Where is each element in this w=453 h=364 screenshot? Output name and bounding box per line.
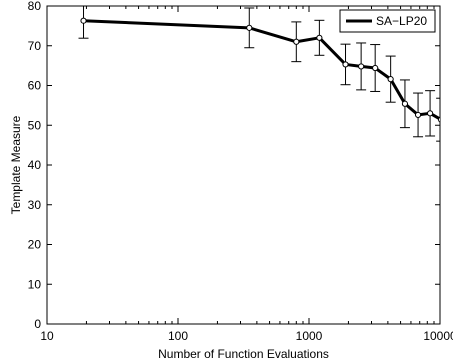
x-tick-label: 10000 xyxy=(423,329,453,343)
legend: SA−LP20 xyxy=(339,9,436,33)
series-line xyxy=(83,19,440,121)
data-point xyxy=(358,63,365,70)
x-tick-label: 100 xyxy=(168,329,188,343)
y-axis-ticks: 0 10 20 30 40 50 60 70 80 xyxy=(28,0,440,331)
y-axis-label: Template Measure xyxy=(9,115,23,214)
data-point xyxy=(372,64,379,72)
data-point xyxy=(80,17,87,24)
data-point xyxy=(316,34,323,41)
data-point xyxy=(293,38,300,45)
y-tick-label: 80 xyxy=(28,0,42,13)
data-point xyxy=(401,100,409,107)
data-point xyxy=(342,61,349,68)
x-tick-label: 1000 xyxy=(296,329,323,343)
data-point xyxy=(438,116,440,123)
legend-entry-sa-lp20: SA−LP20 xyxy=(376,14,427,28)
y-tick-label: 70 xyxy=(28,39,42,53)
x-tick-label: 10 xyxy=(40,329,54,343)
plot-area xyxy=(46,5,441,325)
data-point xyxy=(246,24,253,31)
data-point xyxy=(414,111,422,119)
y-tick-label: 40 xyxy=(28,158,42,172)
y-tick-label: 10 xyxy=(28,277,42,291)
x-axis-label: Number of Function Evaluations xyxy=(158,347,329,361)
plot-frame xyxy=(46,5,441,325)
error-bar xyxy=(436,97,440,142)
y-tick-label: 20 xyxy=(28,238,42,252)
legend-box xyxy=(339,9,436,33)
data-point xyxy=(387,76,394,83)
data-point xyxy=(426,110,434,117)
series-sa-lp20 xyxy=(78,6,440,142)
x-axis-ticks: 10 100 1000 10000 xyxy=(40,6,453,343)
y-tick-label: 0 xyxy=(34,317,41,331)
y-tick-label: 50 xyxy=(28,118,42,132)
y-tick-label: 60 xyxy=(28,79,42,93)
y-tick-label: 30 xyxy=(28,198,42,212)
